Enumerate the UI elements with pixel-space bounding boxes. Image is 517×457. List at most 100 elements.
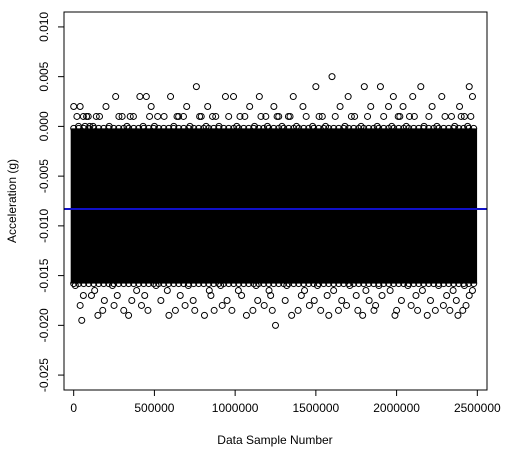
band-edge-point [260, 280, 268, 288]
data-point [181, 301, 189, 309]
band-edge-point [445, 124, 453, 132]
data-point [352, 292, 360, 299]
dense-band [70, 128, 478, 284]
x-axis-title: Data Sample Number [217, 433, 332, 447]
data-point [179, 112, 187, 120]
band-edge-point [325, 280, 333, 288]
band-edge-point [395, 124, 403, 132]
data-point [257, 112, 265, 120]
band-edge-point [450, 124, 458, 132]
data-point [92, 112, 100, 120]
data-point [113, 292, 121, 299]
band-edge-point [220, 124, 228, 132]
band-edge-point [110, 280, 118, 288]
band-edge-point [205, 124, 213, 132]
x-tick-label: 2500000 [454, 401, 501, 415]
data-point [254, 296, 262, 304]
band-edge-point [275, 280, 283, 288]
band-edge-point [215, 124, 223, 132]
band-edge-point [260, 124, 268, 132]
data-point [192, 83, 200, 91]
data-point [281, 296, 289, 304]
data-point [449, 287, 457, 295]
data-point [294, 306, 302, 314]
band-edge-point [175, 124, 183, 132]
band-edge-point [105, 124, 113, 132]
data-point [146, 112, 154, 120]
data-point [438, 93, 446, 101]
data-point [238, 292, 246, 299]
band-edge-point [245, 124, 253, 132]
band-edge-point [75, 124, 83, 132]
data-point [102, 103, 110, 110]
data-point [218, 301, 226, 309]
band-edge-point [160, 124, 168, 132]
band-edge-point [410, 280, 418, 288]
band-edge-point [135, 280, 143, 288]
band-edge-point [295, 280, 303, 288]
data-point [241, 112, 249, 120]
band-edge-point [430, 124, 438, 132]
data-point [297, 292, 305, 299]
data-point [87, 292, 95, 299]
x-tick-label: 1500000 [293, 401, 340, 415]
data-point [210, 306, 218, 314]
data-point [391, 311, 399, 319]
data-point [354, 306, 362, 314]
band-edge-point [330, 280, 338, 288]
band-edge-point [200, 124, 208, 132]
band-edge-point [145, 280, 153, 288]
data-point [452, 296, 460, 304]
data-point [94, 311, 102, 319]
band-edge-point [445, 280, 453, 288]
band-edge-point [230, 280, 238, 288]
data-point [425, 112, 433, 120]
band-edge-point [125, 124, 133, 132]
y-tick-label: 0.005 [37, 61, 51, 91]
band-edge-point [285, 280, 293, 288]
data-point [267, 292, 275, 299]
band-edge-point [415, 124, 423, 132]
data-point [205, 287, 213, 295]
band-edge-point [200, 280, 208, 288]
data-point [380, 112, 388, 120]
band-edge-point [400, 124, 408, 132]
band-edge-point [370, 124, 378, 132]
band-edge-point [420, 280, 428, 288]
band-edge-point [150, 124, 158, 132]
band-edge-point [360, 124, 368, 132]
band-edge-point [335, 124, 343, 132]
band-edge-point [330, 124, 338, 132]
data-point [465, 292, 473, 299]
band-edge-point [70, 124, 78, 132]
band-edge-point [155, 124, 163, 132]
data-point [447, 112, 455, 120]
band-edge-point [110, 124, 118, 132]
band-edge-point [345, 124, 353, 132]
data-point [157, 296, 165, 304]
data-point [372, 301, 380, 309]
band-edge-point [140, 124, 148, 132]
data-point [365, 296, 373, 304]
data-point [110, 301, 118, 309]
data-point [176, 292, 184, 299]
data-point [423, 311, 431, 319]
data-point [270, 103, 278, 110]
data-point [407, 301, 415, 309]
data-point [221, 93, 229, 101]
band-edge-point [400, 280, 408, 288]
data-point [399, 103, 407, 110]
band-edge-point [455, 124, 463, 132]
data-point [389, 93, 397, 101]
data-point [312, 83, 320, 91]
y-tick-label: -0.020 [37, 308, 51, 342]
band-edge-point [470, 124, 478, 132]
data-point [136, 93, 144, 101]
band-edge-point [355, 280, 363, 288]
band-edge-point [220, 280, 228, 288]
data-point [457, 112, 465, 120]
data-point [262, 112, 270, 120]
data-point [129, 112, 137, 120]
band-edge-point [255, 124, 263, 132]
band-edge-point [125, 280, 133, 288]
